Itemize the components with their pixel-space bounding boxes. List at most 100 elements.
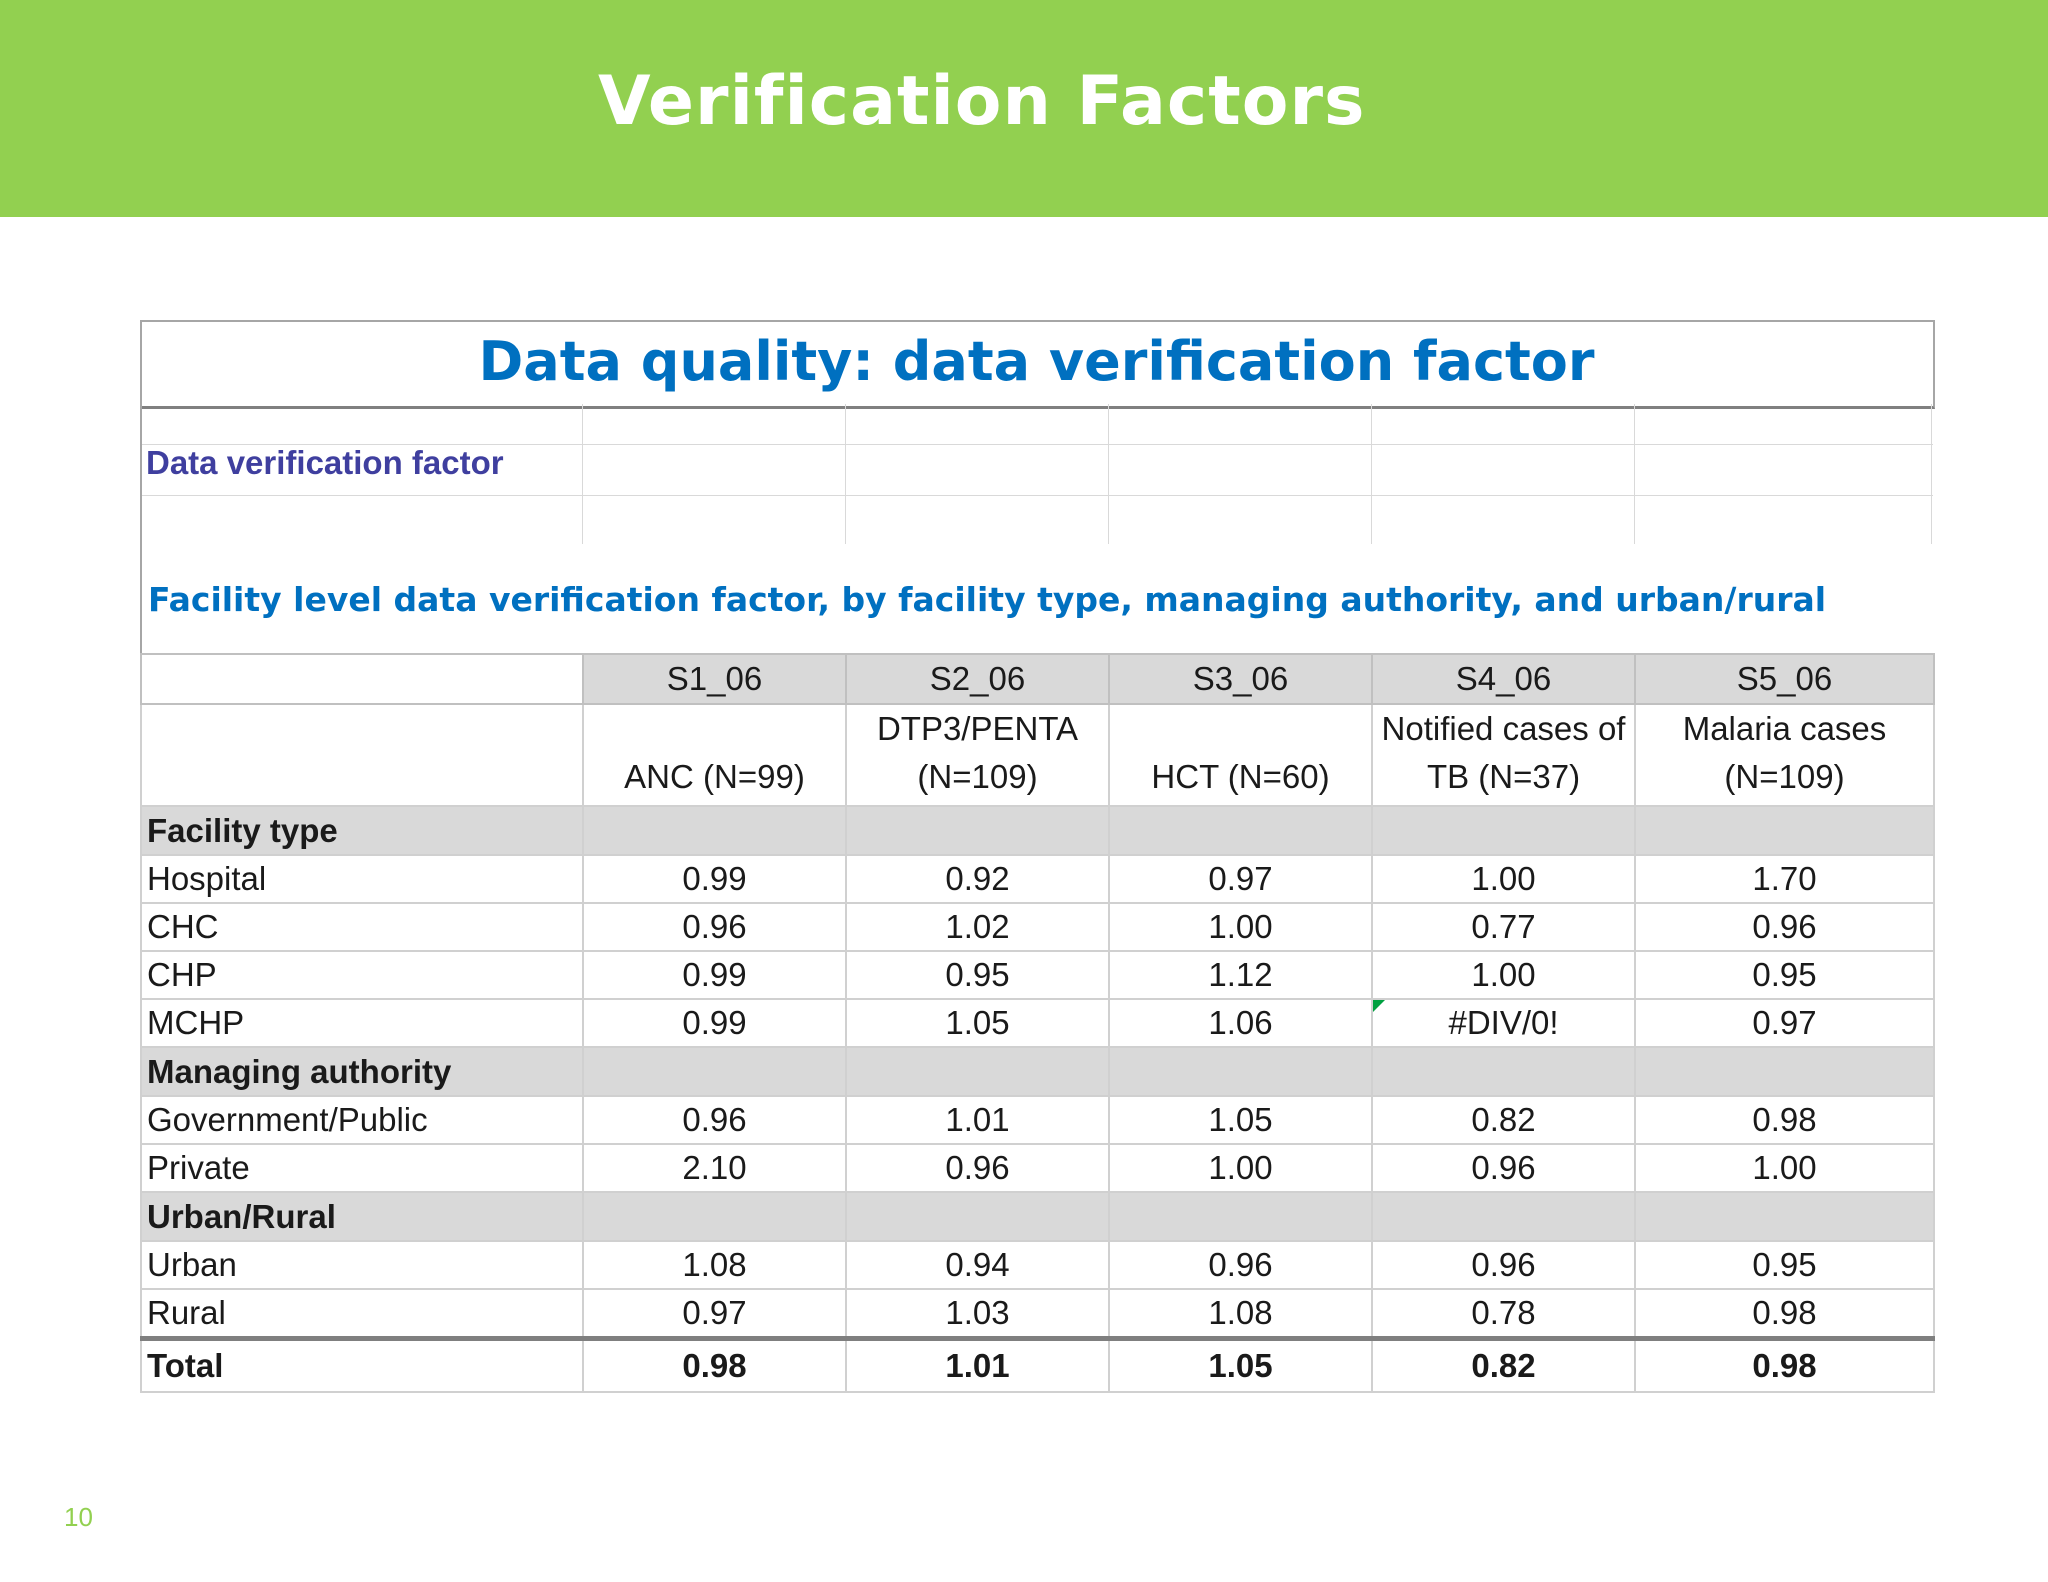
value-cell: 0.97: [1108, 854, 1373, 904]
value-cell: 0.99: [582, 998, 847, 1048]
indicator-line: Notified cases of: [1381, 710, 1626, 747]
grid-line: [845, 404, 846, 544]
grid-line: [1634, 404, 1635, 544]
section-empty-cell: [1634, 1191, 1935, 1242]
value-cell: 0.99: [582, 950, 847, 1000]
column-code-header: S3_06: [1108, 653, 1373, 705]
grid-line: [1931, 404, 1932, 544]
value-cell: 0.92: [845, 854, 1110, 904]
value-cell: 1.05: [1108, 1095, 1373, 1145]
column-indicator-header: DTP3/PENTA (N=109): [845, 703, 1110, 807]
value-cell: 1.00: [1108, 1143, 1373, 1193]
value-cell: 0.99: [582, 854, 847, 904]
section-empty-cell: [845, 805, 1110, 856]
value-cell: 1.02: [845, 902, 1110, 952]
row-label: Urban: [140, 1240, 584, 1290]
value-cell: 0.95: [845, 950, 1110, 1000]
error-value-cell: #DIV/0!: [1371, 998, 1636, 1048]
header-code-row: S1_06 S2_06 S3_06 S4_06 S5_06: [140, 653, 1935, 705]
section-label: Data verification factor: [146, 444, 504, 481]
total-value-cell: 0.82: [1371, 1336, 1636, 1393]
row-label: Rural: [140, 1288, 584, 1340]
value-cell: 0.98: [1634, 1288, 1935, 1340]
value-cell: 0.94: [845, 1240, 1110, 1290]
sheet-title-frame: [140, 320, 1935, 409]
section-empty-cell: [845, 1191, 1110, 1242]
sheet-title: Data quality: data verification factor: [478, 330, 1595, 393]
section-header-row: Urban/Rural: [140, 1191, 1935, 1242]
header-indicator-row: ANC (N=99) DTP3/PENTA (N=109) HCT (N=60) Not…: [140, 703, 1935, 807]
grid-line: [582, 404, 583, 544]
page-number: 10: [64, 1502, 93, 1532]
total-value-cell: 0.98: [582, 1336, 847, 1393]
value-cell: 1.70: [1634, 854, 1935, 904]
value-cell: 0.78: [1371, 1288, 1636, 1340]
value-cell: 1.05: [845, 998, 1110, 1048]
column-code-header: S2_06: [845, 653, 1110, 705]
value-cell: 1.03: [845, 1288, 1110, 1340]
value-cell: 0.97: [582, 1288, 847, 1340]
section-empty-cell: [1634, 1046, 1935, 1097]
total-value-cell: 1.05: [1108, 1336, 1373, 1393]
value-cell: 1.00: [1108, 902, 1373, 952]
section-empty-cell: [1634, 805, 1935, 856]
value-cell: 0.98: [1634, 1095, 1935, 1145]
section-label: Facility type: [140, 805, 584, 856]
value-cell: 0.97: [1634, 998, 1935, 1048]
grid-line: [1108, 404, 1109, 544]
spreadsheet-image: Data quality: data verification factor D…: [140, 320, 1935, 1411]
indicator-line: [585, 706, 844, 753]
value-cell: 0.82: [1371, 1095, 1636, 1145]
row-label: Private: [140, 1143, 584, 1193]
column-indicator-header: Malaria cases (N=109): [1634, 703, 1935, 807]
section-empty-cell: [1371, 1046, 1636, 1097]
value-cell: 1.00: [1634, 1143, 1935, 1193]
indicator-line: HCT (N=60): [1151, 758, 1330, 795]
grid-line: [142, 495, 1933, 496]
grid-line: [142, 444, 1933, 445]
value-cell: 0.96: [582, 1095, 847, 1145]
section-empty-cell: [1371, 1191, 1636, 1242]
total-value-cell: 1.01: [845, 1336, 1110, 1393]
indicator-line: (N=109): [917, 758, 1038, 795]
section-empty-cell: [1108, 1046, 1373, 1097]
indicator-line: [1111, 706, 1370, 753]
section-header-row: Facility type: [140, 805, 1935, 856]
error-indicator-icon: [1374, 1001, 1385, 1012]
indicator-line: TB (N=37): [1426, 758, 1581, 795]
section-empty-cell: [582, 1046, 847, 1097]
table-row: Urban 1.08 0.94 0.96 0.96 0.95: [140, 1240, 1935, 1290]
row-label: CHP: [140, 950, 584, 1000]
table-row: CHC 0.96 1.02 1.00 0.77 0.96: [140, 902, 1935, 952]
indicator-line: Malaria cases: [1682, 710, 1887, 747]
sheet-left-border: [140, 404, 142, 654]
value-cell: 0.96: [845, 1143, 1110, 1193]
value-cell: 0.95: [1634, 950, 1935, 1000]
row-label: CHC: [140, 902, 584, 952]
column-indicator-header: HCT (N=60): [1108, 703, 1373, 807]
header-corner-cell: [140, 653, 584, 705]
table-row: Government/Public 0.96 1.01 1.05 0.82 0.98: [140, 1095, 1935, 1145]
value-cell: 0.77: [1371, 902, 1636, 952]
value-cell: 0.96: [582, 902, 847, 952]
section-empty-cell: [582, 805, 847, 856]
table-row: Rural 0.97 1.03 1.08 0.78 0.98: [140, 1288, 1935, 1340]
section-empty-cell: [1371, 805, 1636, 856]
column-indicator-header: Notified cases of TB (N=37): [1371, 703, 1636, 807]
value-cell: 2.10: [582, 1143, 847, 1193]
value-cell: 0.96: [1634, 902, 1935, 952]
value-cell: 0.95: [1634, 1240, 1935, 1290]
total-label: Total: [140, 1336, 584, 1393]
section-label: Managing authority: [140, 1046, 584, 1097]
section-empty-cell: [582, 1191, 847, 1242]
value-cell: 1.01: [845, 1095, 1110, 1145]
section-empty-cell: [1108, 805, 1373, 856]
row-label: Hospital: [140, 854, 584, 904]
value-cell: 1.00: [1371, 950, 1636, 1000]
total-value-cell: 0.98: [1634, 1336, 1935, 1393]
row-label: MCHP: [140, 998, 584, 1048]
value-cell: 0.96: [1108, 1240, 1373, 1290]
table-row: Private 2.10 0.96 1.00 0.96 1.00: [140, 1143, 1935, 1193]
verification-factor-table: S1_06 S2_06 S3_06 S4_06 S5_06 ANC (N=99) DTP3/…: [140, 653, 1935, 1393]
section-empty-cell: [1108, 1191, 1373, 1242]
